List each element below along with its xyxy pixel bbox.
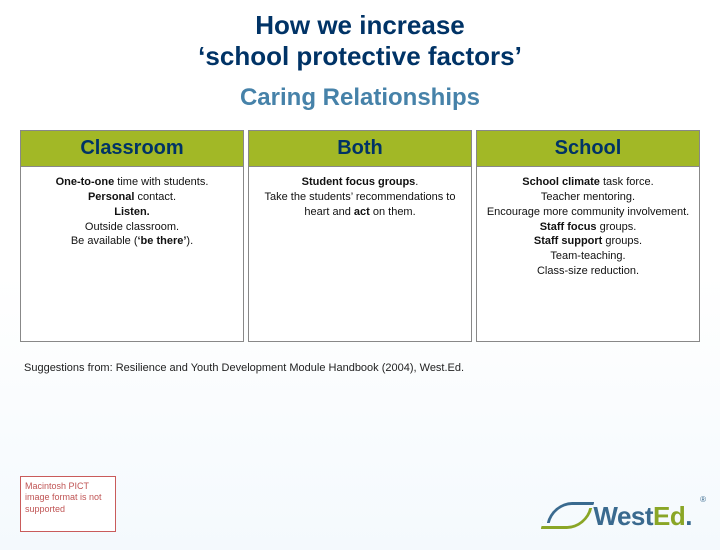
wested-logo: WestEd. — [543, 501, 692, 532]
logo-west: West — [593, 501, 653, 531]
column-both: Both Student focus groups.Take the stude… — [248, 130, 472, 342]
logo-text: WestEd. — [593, 501, 692, 532]
pict-error-box: Macintosh PICT image format is not suppo… — [20, 476, 116, 532]
logo-ed: Ed — [653, 501, 685, 531]
column-body: Student focus groups.Take the students’ … — [248, 167, 472, 342]
columns-table: Classroom One-to-one time with students.… — [20, 130, 700, 342]
logo-swoosh-icon — [543, 502, 587, 532]
column-school: School School climate task force.Teacher… — [476, 130, 700, 342]
citation-text: Suggestions from: Resilience and Youth D… — [24, 362, 696, 374]
column-body: School climate task force.Teacher mentor… — [476, 167, 700, 342]
subtitle: Caring Relationships — [0, 84, 720, 112]
column-header: Classroom — [20, 130, 244, 167]
column-classroom: Classroom One-to-one time with students.… — [20, 130, 244, 342]
title-line-1: How we increase — [0, 10, 720, 41]
logo-dot: . — [685, 501, 692, 531]
column-body: One-to-one time with students.Personal c… — [20, 167, 244, 342]
registered-mark: ® — [700, 495, 706, 504]
column-header: School — [476, 130, 700, 167]
title-line-2: ‘school protective factors’ — [0, 41, 720, 72]
column-header: Both — [248, 130, 472, 167]
